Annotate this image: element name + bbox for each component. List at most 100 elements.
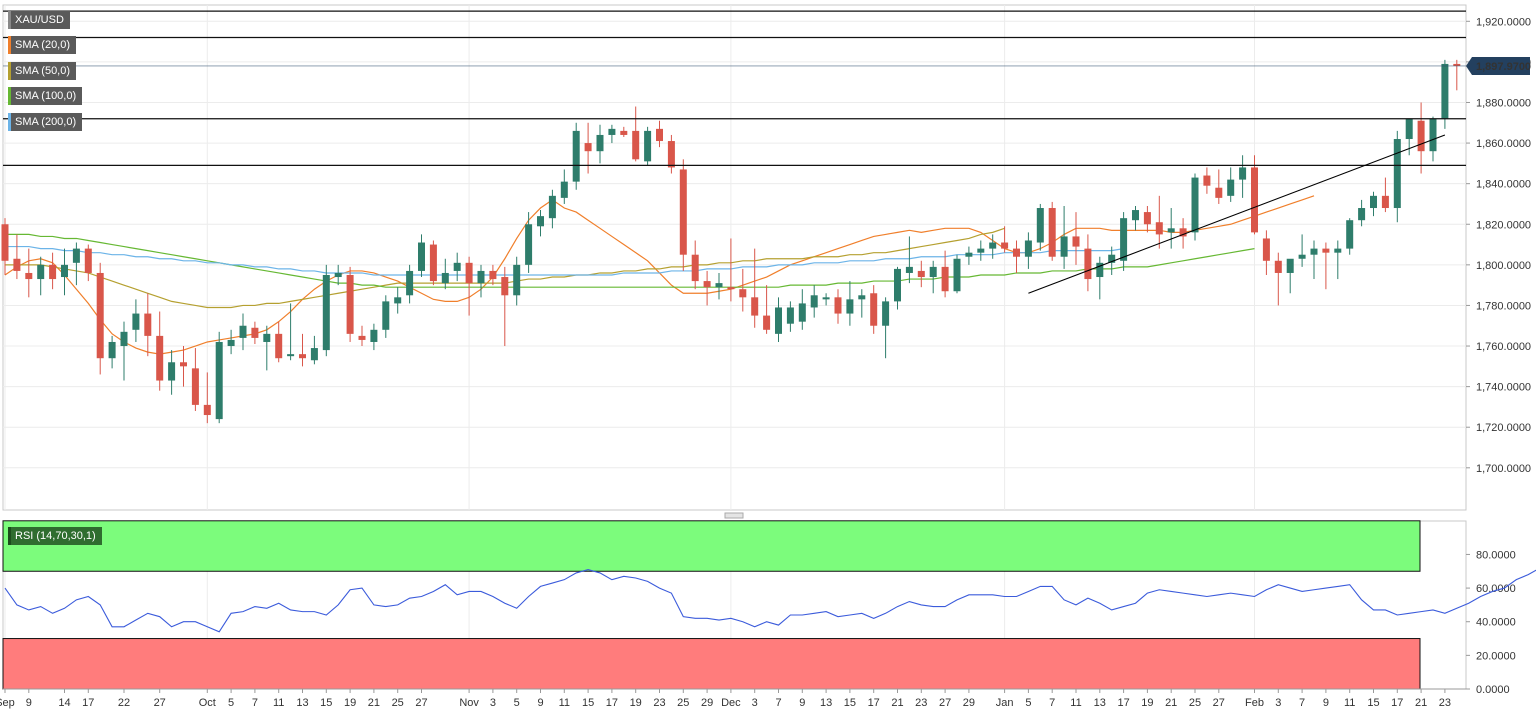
candle-body: [763, 315, 771, 330]
rsi-oversold-zone: [2, 638, 1421, 690]
candle-body: [1191, 177, 1199, 233]
x-tick-label: 25: [1189, 697, 1201, 709]
x-tick-label: 5: [1025, 697, 1031, 709]
candle: [1013, 240, 1020, 273]
candle-body: [418, 242, 425, 271]
candle-body: [632, 130, 640, 160]
candle-body: [263, 333, 271, 342]
candle: [37, 256, 45, 296]
candle-body: [834, 297, 842, 314]
candle: [1048, 201, 1056, 261]
candle: [489, 264, 497, 286]
candle: [691, 240, 699, 290]
x-tick-label: 15: [582, 697, 594, 709]
candle-body: [1322, 248, 1330, 253]
candle-body: [1227, 179, 1235, 196]
candle-body: [334, 272, 342, 278]
candle-body: [882, 301, 890, 326]
candle-body: [84, 248, 92, 273]
candle: [1393, 130, 1401, 223]
symbol-legend[interactable]: XAU/USD: [8, 11, 70, 29]
candle: [703, 270, 711, 306]
candle: [299, 333, 306, 367]
last-price-tag: [1466, 56, 1530, 75]
candle: [1132, 205, 1139, 231]
candle-body: [1024, 240, 1032, 257]
x-tick-label: 17: [1117, 697, 1129, 709]
candle: [989, 234, 997, 259]
candle-body: [1262, 238, 1270, 261]
candle: [786, 301, 794, 332]
candle: [1024, 232, 1032, 269]
candle-body: [941, 266, 949, 292]
sma-100-legend[interactable]: SMA (100,0): [8, 87, 83, 105]
candle: [1191, 173, 1199, 241]
candle-body: [287, 354, 295, 357]
candle: [96, 262, 104, 375]
candle: [572, 122, 580, 190]
candle-body: [1048, 208, 1056, 257]
candle-body: [846, 299, 854, 314]
candle-body: [810, 295, 818, 308]
candle-body: [977, 248, 985, 253]
candle-body: [239, 325, 247, 338]
candle-body: [191, 368, 199, 405]
candle: [763, 285, 771, 334]
candle-body: [1215, 187, 1223, 198]
candle-body: [1013, 248, 1020, 257]
sma-50-legend[interactable]: SMA (50,0): [8, 62, 77, 80]
candle: [180, 346, 187, 387]
candle-body: [215, 341, 223, 420]
candle-body: [989, 242, 997, 249]
x-tick-label: Sep: [0, 697, 15, 709]
candle-body: [953, 258, 961, 292]
candle-body: [715, 283, 723, 288]
candle: [679, 159, 687, 271]
candle-body: [727, 287, 735, 290]
candle-body: [1036, 208, 1044, 243]
price-tick-label: 1,800.0000: [1476, 260, 1531, 272]
sma-200-legend[interactable]: SMA (200,0): [8, 113, 83, 131]
candle: [929, 260, 937, 294]
candle: [1346, 218, 1354, 255]
candle-body: [1179, 228, 1187, 237]
candle-body: [322, 274, 330, 351]
candle-body: [1060, 236, 1068, 257]
candle: [370, 323, 378, 351]
candle-body: [465, 262, 473, 284]
candle: [596, 124, 604, 164]
candle: [322, 264, 330, 357]
candle-body: [1405, 118, 1413, 140]
candle-body: [703, 281, 711, 288]
candle-body: [156, 335, 164, 381]
candle: [1120, 212, 1128, 271]
x-tick-label: 15: [320, 697, 332, 709]
x-tick-label: 13: [820, 697, 832, 709]
candle: [203, 372, 211, 424]
sma-20-label: SMA (20,0): [15, 39, 71, 51]
candle-body: [406, 270, 414, 296]
x-tick-label: Feb: [1245, 697, 1264, 709]
rsi-legend[interactable]: RSI (14,70,30,1): [8, 527, 102, 545]
candle-body: [917, 270, 925, 278]
candle: [751, 248, 759, 328]
candle: [477, 264, 485, 298]
candle-body: [1393, 139, 1401, 209]
sma-20-legend[interactable]: SMA (20,0): [8, 36, 77, 54]
candle: [1167, 208, 1175, 249]
candle: [1334, 240, 1342, 280]
price-tick-label: 1,920.0000: [1476, 16, 1531, 28]
candle-body: [429, 244, 437, 282]
x-tick-label: 21: [368, 697, 380, 709]
candle: [739, 268, 747, 312]
x-tick-label: 21: [891, 697, 903, 709]
candle-body: [1143, 212, 1151, 225]
panel-splitter-handle: [724, 512, 744, 519]
candle-body: [25, 272, 33, 280]
candle: [168, 350, 176, 395]
x-tick-label: 7: [1049, 697, 1055, 709]
price-tick-label: 1,760.0000: [1476, 341, 1531, 353]
candle: [560, 169, 568, 204]
x-tick-label: 27: [415, 697, 427, 709]
